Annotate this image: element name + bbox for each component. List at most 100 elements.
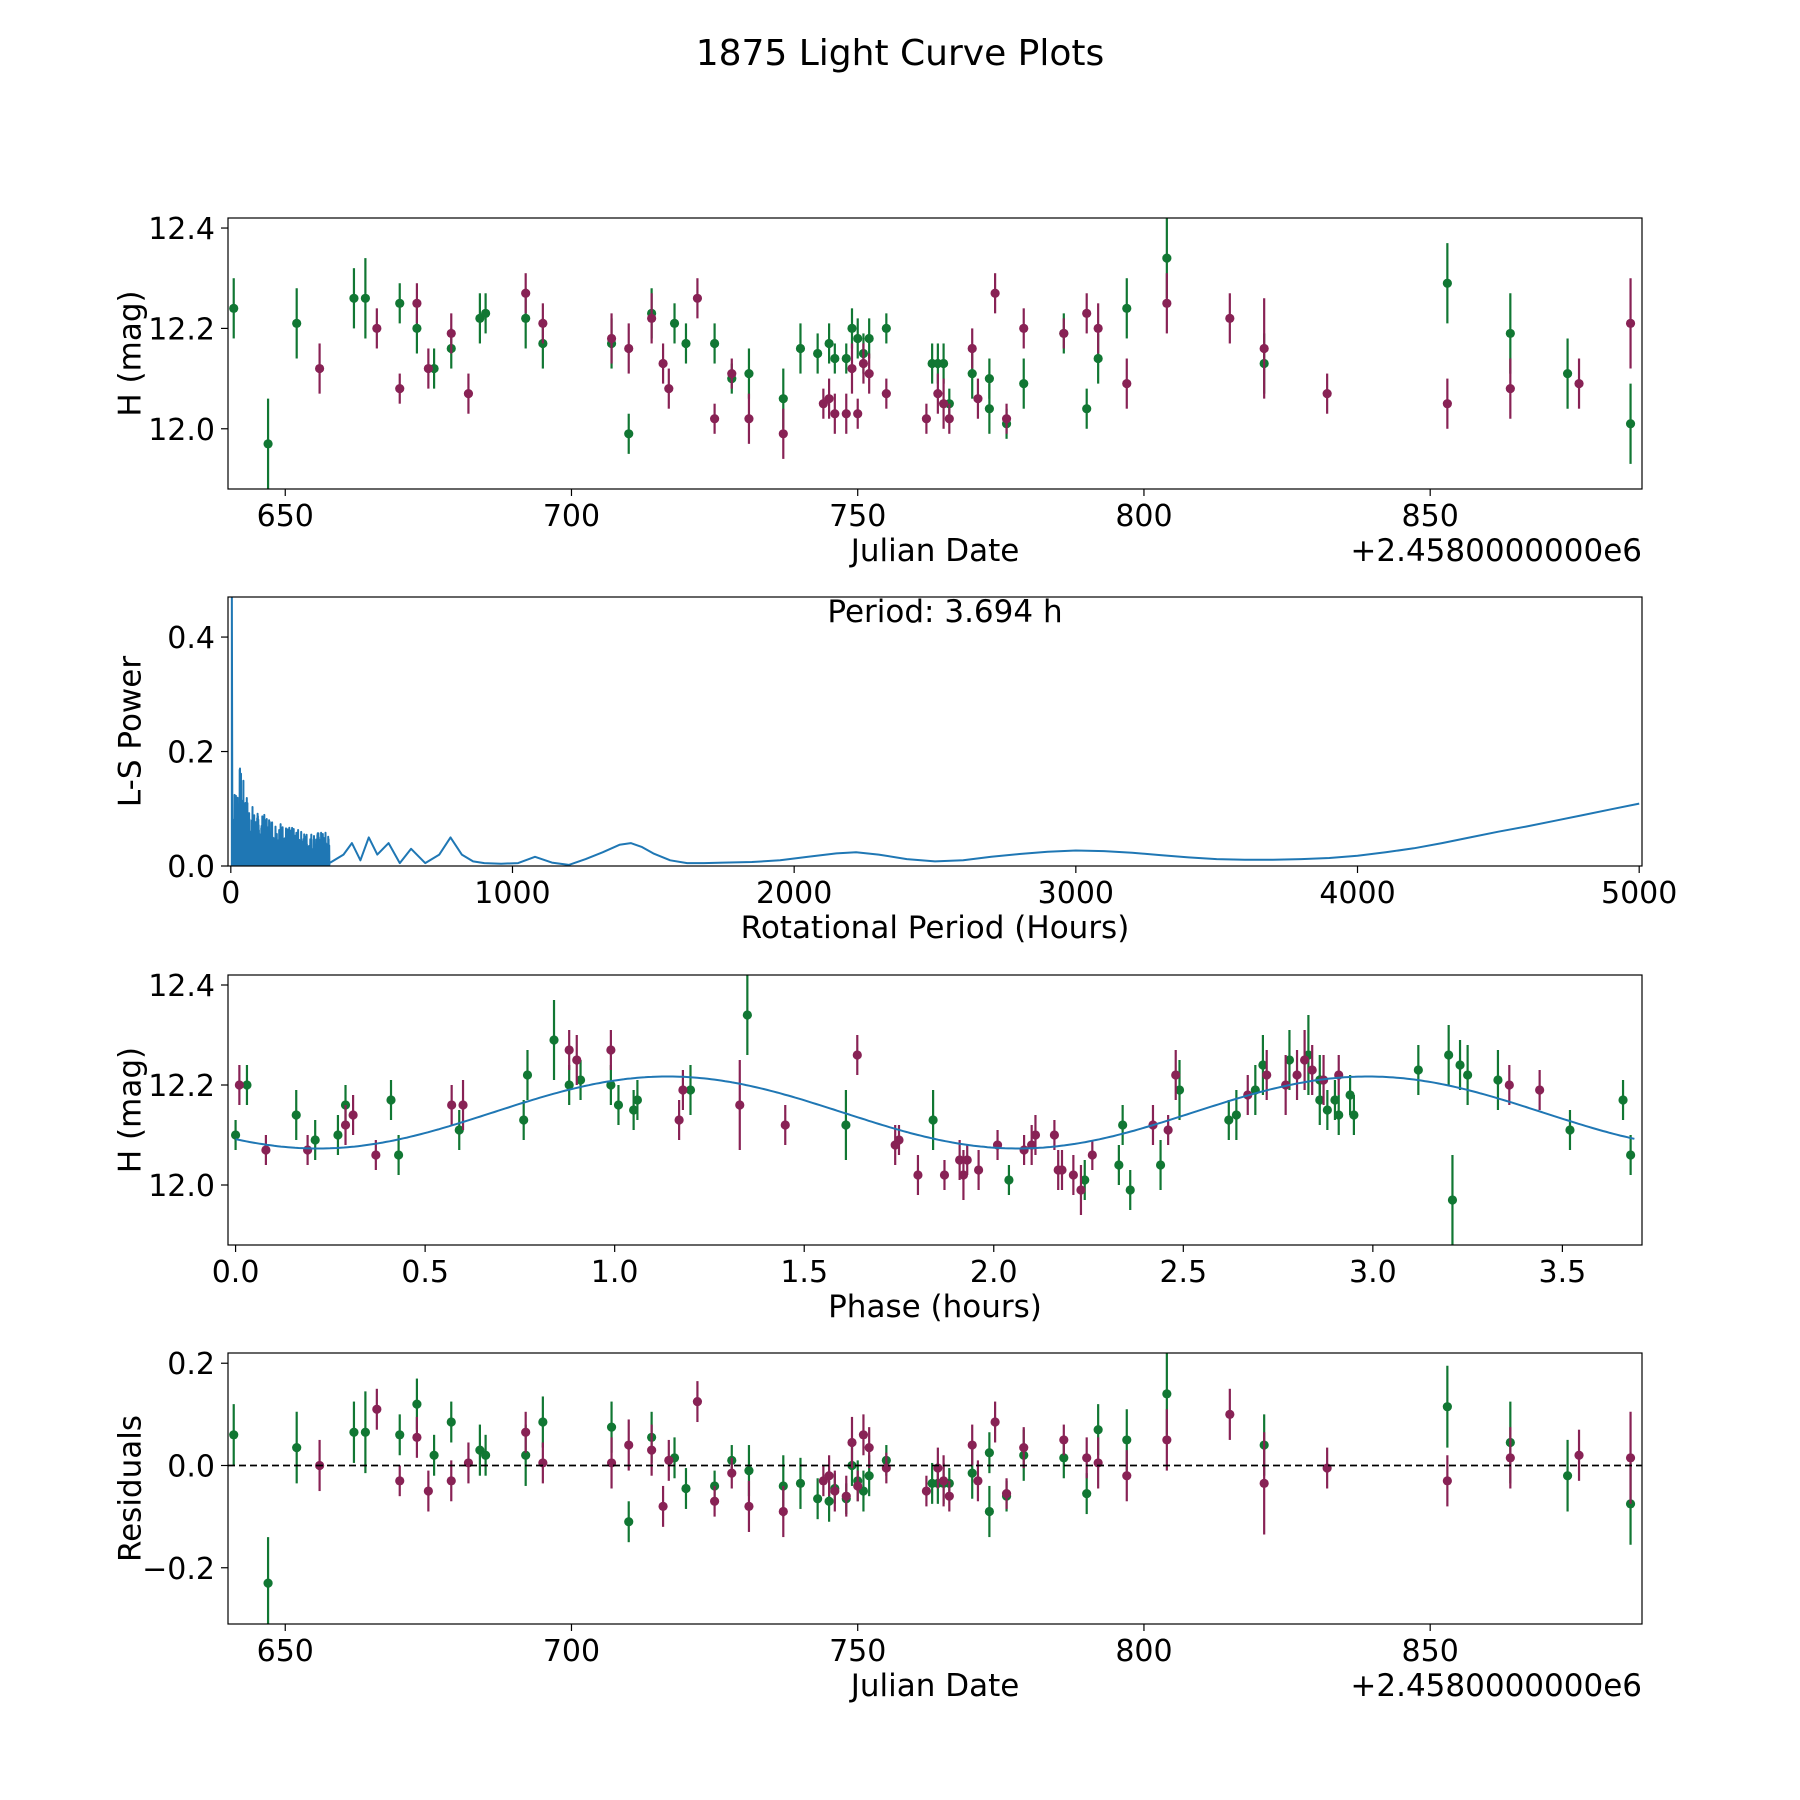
data-point-purple: [1059, 1435, 1069, 1445]
data-point-green: [864, 333, 874, 344]
data-point-green: [522, 1070, 533, 1080]
data-point-purple: [395, 1476, 405, 1486]
data-point-purple: [778, 1506, 788, 1517]
data-point-purple: [1504, 1080, 1514, 1090]
data-point-green: [395, 1430, 405, 1440]
data-point-green: [242, 1080, 252, 1090]
data-point-purple: [423, 363, 433, 374]
data-point-purple: [521, 288, 531, 298]
data-point-purple: [933, 389, 943, 399]
data-point-green: [1626, 1150, 1636, 1160]
data-point-purple: [1001, 1489, 1012, 1499]
data-point-purple: [921, 414, 932, 424]
data-point-purple: [1019, 1145, 1029, 1155]
data-point-green: [813, 348, 823, 359]
data-point-green: [841, 1120, 851, 1130]
data-point-green: [681, 338, 691, 349]
data-point-purple: [1049, 1130, 1060, 1140]
axes-frame: [227, 217, 1643, 490]
data-point-green: [1174, 1085, 1185, 1095]
x-tick-label: 1000: [474, 876, 550, 911]
data-point-purple: [234, 1080, 244, 1090]
data-point-purple: [847, 363, 857, 374]
data-point-green: [624, 1517, 634, 1527]
data-point-green: [824, 1496, 834, 1506]
data-point-green: [938, 358, 949, 369]
data-point-green: [481, 308, 491, 318]
y-tick-label: 0.0: [167, 850, 215, 885]
data-point-purple: [1001, 414, 1012, 424]
data-point-purple: [658, 358, 668, 369]
data-point-purple: [727, 1468, 737, 1478]
data-point-purple: [1122, 1471, 1132, 1481]
data-point-purple: [973, 394, 983, 404]
data-point-green: [1447, 1195, 1458, 1205]
data-point-green: [229, 1430, 239, 1440]
data-point-purple: [938, 399, 949, 409]
data-point-green: [967, 368, 977, 379]
data-point-purple: [913, 1170, 923, 1180]
data-point-green: [984, 404, 994, 414]
data-point-green: [795, 1478, 806, 1488]
data-point-green: [624, 429, 634, 439]
data-point-green: [1463, 1070, 1473, 1080]
data-point-purple: [1442, 1476, 1452, 1486]
model-fit-curve: [235, 1075, 1635, 1150]
data-point-green: [742, 1010, 752, 1020]
data-point-purple: [858, 1430, 869, 1440]
data-point-purple: [372, 1404, 382, 1414]
data-point-purple: [1087, 1150, 1097, 1160]
data-point-green: [847, 323, 857, 334]
data-point-purple: [1259, 1478, 1269, 1488]
data-point-purple: [1625, 318, 1636, 328]
data-point-purple: [1076, 1185, 1086, 1195]
data-point-green: [606, 1422, 617, 1432]
data-point-green: [395, 298, 405, 308]
data-point-purple: [624, 1440, 634, 1450]
data-point-green: [1505, 328, 1515, 339]
x-tick-label: 3000: [1038, 876, 1114, 911]
x-tick-label: 650: [257, 499, 314, 534]
data-point-green: [1122, 1435, 1132, 1445]
data-point-green: [412, 323, 422, 334]
data-point-green: [1118, 1120, 1128, 1130]
y-tick-label: 0.2: [167, 1347, 215, 1382]
data-point-green: [564, 1080, 574, 1090]
x-tick-label: 5000: [1601, 876, 1677, 911]
data-point-purple: [564, 1045, 574, 1055]
data-point-green: [229, 303, 239, 313]
data-point-green: [824, 338, 834, 349]
data-point-purple: [735, 1100, 745, 1110]
data-point-green: [1019, 379, 1029, 389]
x-tick-label: 0.5: [401, 1255, 449, 1290]
data-point-purple: [1322, 389, 1332, 399]
data-point-purple: [1262, 1070, 1272, 1080]
data-point-green: [310, 1135, 320, 1145]
data-point-purple: [1019, 1442, 1029, 1453]
data-point-purple: [894, 1135, 904, 1145]
data-point-purple: [1225, 313, 1235, 323]
data-point-green: [549, 1035, 559, 1045]
data-point-green: [521, 313, 531, 323]
data-point-purple: [709, 1496, 720, 1506]
x-tick-label: 800: [1115, 1634, 1172, 1669]
data-point-purple: [447, 1100, 457, 1110]
x-tick-label: 2000: [756, 876, 832, 911]
data-point-green: [778, 394, 788, 404]
data-point-green: [386, 1095, 396, 1105]
data-point-green: [606, 1080, 616, 1090]
data-point-purple: [1059, 328, 1069, 339]
data-point-green: [454, 1125, 464, 1135]
axes-frame: [227, 1352, 1643, 1625]
data-point-green: [629, 1105, 639, 1115]
data-point-purple: [744, 1501, 754, 1511]
data-point-purple: [967, 1440, 977, 1450]
x-tick-label: 2.5: [1159, 1255, 1207, 1290]
data-point-purple: [1019, 323, 1029, 334]
x-tick-label: 3.5: [1539, 1255, 1587, 1290]
data-point-purple: [423, 1486, 433, 1496]
data-point-purple: [830, 409, 840, 419]
data-point-purple: [664, 1455, 674, 1465]
x-axis-label: Phase (hours): [828, 1289, 1042, 1325]
data-point-green: [263, 1578, 273, 1588]
